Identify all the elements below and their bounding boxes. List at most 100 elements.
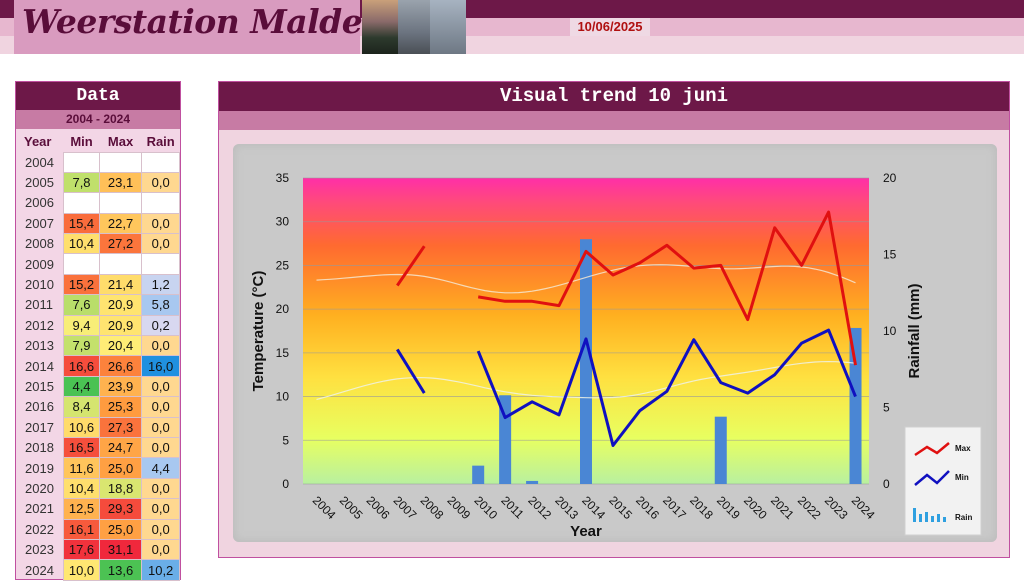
sunset-photo: [362, 0, 398, 54]
y-tick-label: 25: [276, 258, 290, 272]
data-panel: Data 2004 - 2024 Year Min Max Rain 2004 2…: [15, 81, 181, 581]
row-rain: 0,0: [141, 477, 180, 500]
legend-min-label: Min: [955, 473, 969, 482]
table-row: 2011 7,6 20,9 5,8: [22, 294, 180, 316]
weather-mast-photo: [398, 0, 430, 54]
y-tick-label: 5: [282, 433, 289, 447]
y-tick-label: 20: [276, 302, 290, 316]
trend-line-min: [316, 360, 856, 401]
page-title: Weerstation Malderen: [22, 2, 424, 41]
row-rain: 0,2: [141, 314, 180, 337]
row-rain: 0,0: [141, 171, 180, 194]
table-row: 2008 10,4 27,2 0,0: [22, 233, 180, 255]
table-row: 2014 16,6 26,6 16,0: [22, 355, 180, 377]
row-max: 20,9: [98, 314, 143, 337]
row-max: 25,3: [98, 396, 143, 418]
row-year: 2022: [25, 521, 54, 537]
row-year: 2020: [25, 480, 54, 496]
row-max: 20,4: [98, 335, 143, 357]
row-max: 25,0: [98, 457, 143, 479]
row-rain: 0,0: [141, 416, 180, 438]
legend-rain-icon: [919, 514, 922, 522]
row-rain: 0,0: [141, 212, 180, 235]
row-rain: 16,0: [141, 355, 180, 377]
x-tick-label: 2012: [525, 493, 554, 522]
x-tick-label: 2024: [849, 493, 878, 522]
trend-chart: 0510152025303505101520200420052006200720…: [250, 171, 982, 540]
row-year: 2004: [25, 154, 54, 170]
row-year: 2023: [25, 542, 54, 558]
y-tick-label: 10: [276, 390, 290, 404]
legend-min-icon: [914, 470, 950, 486]
row-max: 29,3: [98, 498, 143, 520]
x-tick-label: 2021: [768, 493, 797, 522]
row-rain: 0,0: [141, 498, 180, 520]
row-year: 2011: [25, 297, 53, 313]
row-max: [98, 192, 143, 214]
table-row: 2010 15,2 21,4 1,2: [22, 273, 180, 296]
row-year: 2006: [25, 195, 54, 211]
x-tick-label: 2006: [364, 493, 393, 522]
row-year: 2017: [25, 419, 54, 435]
y2-tick-label: 0: [883, 477, 890, 491]
x-tick-label: 2013: [552, 493, 581, 522]
col-header-min: Min: [70, 133, 93, 149]
x-tick-label: 2014: [579, 493, 608, 522]
row-year: 2018: [25, 440, 54, 456]
y2-axis-title: Rainfall (mm): [906, 283, 923, 378]
row-max: 26,6: [98, 355, 143, 377]
legend-rain-icon: [943, 517, 946, 522]
chart-panel: Visual trend 10 juni 0 5 10 15 20 25 30 35 0 5 10 1…: [218, 81, 1010, 558]
row-rain: 1,2: [141, 273, 180, 296]
x-tick-label: 2020: [741, 493, 770, 522]
row-year: 2005: [25, 175, 54, 191]
row-min: 10,4: [63, 233, 100, 255]
row-rain: [141, 151, 180, 173]
row-min: 11,6: [63, 457, 100, 479]
x-tick-label: 2008: [418, 493, 447, 522]
table-row: 2022 16,1 25,0 0,0: [22, 518, 180, 540]
x-tick-label: 2010: [471, 493, 500, 522]
row-min: 10,6: [63, 416, 100, 438]
row-rain: 0,0: [141, 396, 180, 418]
legend-rain-icon: [937, 514, 940, 522]
row-year: 2012: [25, 317, 54, 333]
row-rain: 0,0: [141, 375, 180, 398]
table-row: 2006: [22, 192, 180, 214]
y-tick-label: 30: [276, 215, 290, 229]
x-tick-label: 2016: [633, 493, 662, 522]
row-rain: [141, 253, 180, 275]
series-line-max: [477, 210, 857, 366]
row-rain: 0,0: [141, 233, 180, 255]
col-header-rain: Rain: [146, 133, 175, 149]
row-year: 2024: [25, 562, 54, 578]
table-row: 2023 17,6 31,1 0,0: [22, 538, 180, 561]
x-tick-label: 2019: [714, 493, 743, 522]
data-range: 2004 - 2024: [16, 110, 180, 129]
x-tick-label: 2009: [445, 493, 474, 522]
table-row: 2021 12,5 29,3 0,0: [22, 498, 180, 520]
row-min: 16,6: [63, 355, 100, 377]
row-rain: [141, 192, 180, 214]
row-max: 22,7: [98, 212, 143, 235]
y2-tick-label: 15: [883, 248, 897, 262]
row-max: 23,9: [98, 375, 143, 398]
row-max: 21,4: [98, 273, 143, 296]
chart-subheader-band: [219, 111, 1009, 130]
row-min: 7,8: [63, 171, 100, 194]
table-row: 2015 4,4 23,9 0,0: [22, 375, 180, 398]
rain-bar: [849, 327, 862, 484]
table-row: 2007 15,4 22,7 0,0: [22, 212, 180, 235]
x-tick-label: 2004: [310, 493, 339, 522]
table-row: 2018 16,5 24,7 0,0: [22, 436, 180, 459]
rain-bar: [472, 465, 485, 484]
row-year: 2014: [25, 358, 54, 374]
row-max: 24,7: [98, 436, 143, 459]
row-max: [98, 151, 143, 173]
legend-rain-icon: [925, 512, 928, 522]
rain-bar: [526, 480, 539, 484]
row-year: 2019: [25, 460, 54, 476]
table-row: 2024 10,0 13,6 10,2: [22, 559, 180, 581]
row-rain: 5,8: [141, 294, 180, 316]
table-row: 2012 9,4 20,9 0,2: [22, 314, 180, 337]
